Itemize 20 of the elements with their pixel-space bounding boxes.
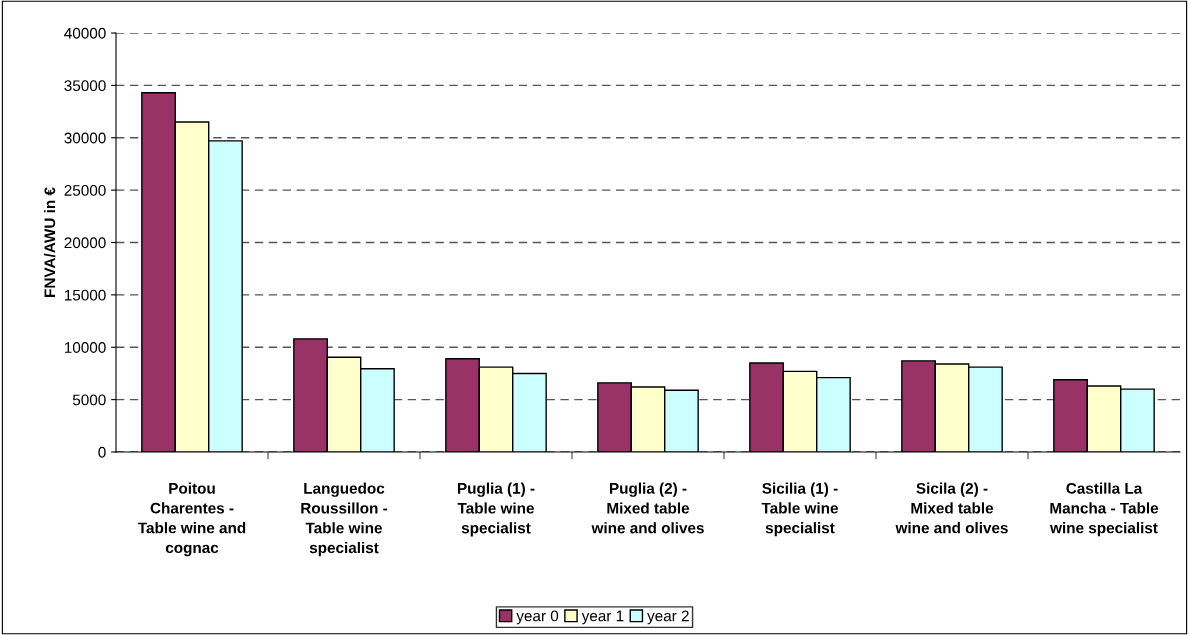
y-tick-label: 15000 — [64, 289, 106, 301]
x-tick-label: Sicila (2) - Mixed table wine and olives — [895, 482, 1008, 534]
y-tick-label: 30000 — [64, 132, 106, 144]
legend-label: year 2 — [647, 610, 689, 625]
y-tick-label: 5000 — [72, 394, 106, 406]
x-tick-label: Puglia (1) - Table wine specialist — [457, 482, 535, 537]
x-tick-label: Languedoc Roussillon - Table wine specialist — [301, 482, 388, 557]
y-tick-label: 40000 — [64, 27, 106, 39]
y-tick-label: 35000 — [64, 80, 106, 92]
y-tick-label: 0 — [98, 446, 106, 458]
x-tick-label: Castilla La Mancha - Table wine specialist — [1050, 482, 1159, 537]
y-tick-label: 20000 — [64, 237, 106, 249]
y-axis-title: FNVA/AWU in € — [44, 187, 56, 297]
legend-label: year 0 — [516, 610, 559, 625]
x-tick-label: Sicilia (1) - Table wine specialist — [761, 482, 838, 537]
y-tick-label: 25000 — [64, 184, 106, 196]
x-tick-label: Puglia (2) - Mixed table wine and olives — [591, 482, 704, 534]
legend-label: year 1 — [581, 610, 624, 625]
x-tick-label: Poitou Charentes - Table wine and cognac — [137, 482, 246, 557]
y-tick-label: 10000 — [64, 342, 106, 353]
